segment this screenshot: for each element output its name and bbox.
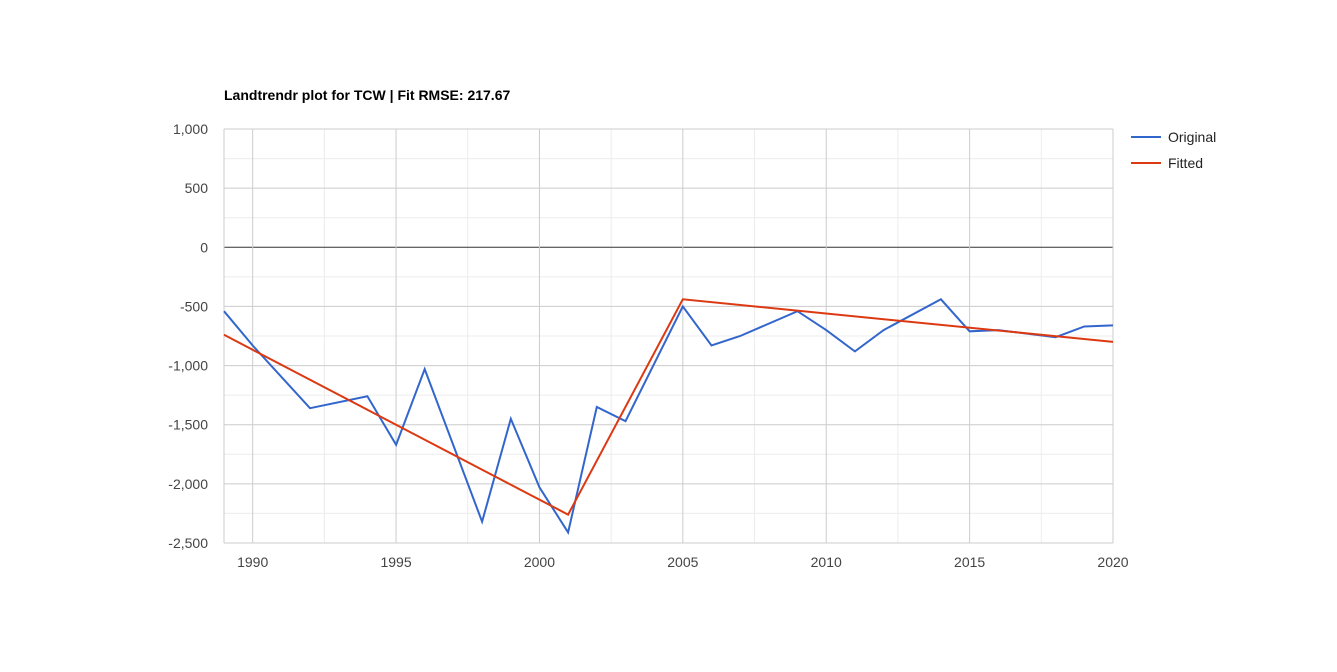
y-tick-label: -1,000 bbox=[168, 358, 208, 374]
series-group bbox=[223, 298, 1114, 535]
y-tick-label: -2,000 bbox=[168, 476, 208, 492]
y-tick-label: -500 bbox=[180, 298, 208, 314]
x-tick-label: 1995 bbox=[380, 554, 411, 570]
grid bbox=[223, 128, 1114, 544]
series-line-fitted[interactable] bbox=[223, 298, 1114, 516]
x-tick-label: 2020 bbox=[1097, 554, 1128, 570]
y-tick-label: -2,500 bbox=[168, 535, 208, 551]
axes: 1,000 500 0 -500 -1,000 -1,500 -2,000 -2,500 199… bbox=[168, 121, 1128, 570]
legend: Original Fitted bbox=[1131, 129, 1216, 171]
series-line-original[interactable] bbox=[223, 298, 1114, 535]
chart-title: Landtrendr plot for TCW | Fit RMSE: 217.… bbox=[224, 87, 510, 103]
legend-label-original: Original bbox=[1168, 129, 1216, 145]
x-tick-label: 2015 bbox=[954, 554, 985, 570]
x-tick-label: 2010 bbox=[811, 554, 842, 570]
x-tick-label: 1990 bbox=[237, 554, 268, 570]
y-tick-label: -1,500 bbox=[168, 417, 208, 433]
legend-label-fitted: Fitted bbox=[1168, 155, 1203, 171]
y-tick-label: 1,000 bbox=[173, 121, 208, 137]
x-tick-label: 2000 bbox=[524, 554, 555, 570]
x-tick-label: 2005 bbox=[667, 554, 698, 570]
y-tick-label: 500 bbox=[185, 180, 209, 196]
y-tick-label: 0 bbox=[200, 239, 208, 255]
